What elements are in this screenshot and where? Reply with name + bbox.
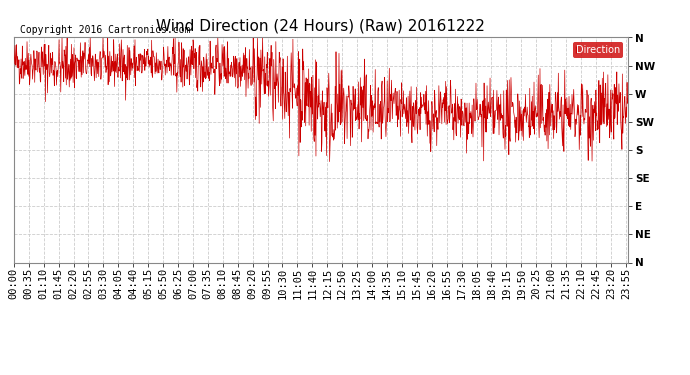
Legend: Direction: Direction [573,42,623,58]
Title: Wind Direction (24 Hours) (Raw) 20161222: Wind Direction (24 Hours) (Raw) 20161222 [157,18,485,33]
Text: Copyright 2016 Cartronics.com: Copyright 2016 Cartronics.com [20,25,190,35]
